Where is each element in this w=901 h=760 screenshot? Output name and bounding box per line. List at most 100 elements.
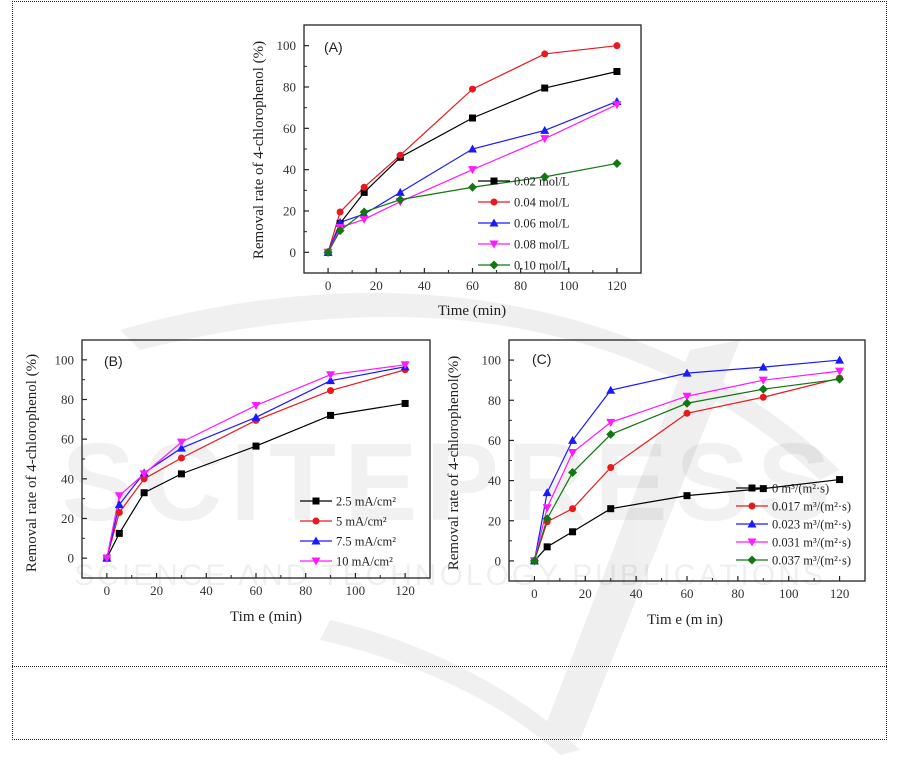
series-markers [323, 42, 622, 257]
legend-item: 0 m³/(m²·s) [736, 482, 829, 496]
y-tick-label: 60 [61, 432, 74, 447]
x-axis-title: Tim e (min) [230, 609, 302, 625]
data-point [176, 443, 186, 452]
legend-item: 0.08 mol/L [478, 238, 570, 252]
data-point [468, 166, 477, 175]
data-point [139, 470, 149, 479]
data-point [335, 226, 345, 236]
x-tick-label: 100 [559, 278, 579, 293]
x-tick-label: 0 [104, 583, 111, 598]
y-tick-label: 40 [488, 473, 501, 488]
x-tick-label: 40 [418, 278, 431, 293]
x-tick-label: 80 [299, 583, 312, 598]
data-point [542, 514, 552, 524]
legend-marker [312, 517, 320, 525]
legend: 0 m³/(m²·s) 0.017 m³/(m²·s) 0.023 m³/(m²·s… [736, 482, 851, 568]
x-tick-label: 20 [370, 278, 383, 293]
data-point [251, 401, 261, 410]
series-line [106, 369, 406, 559]
legend-marker [748, 502, 756, 510]
legend-item: 0.06 mol/L [478, 217, 570, 231]
data-point [140, 475, 148, 483]
x-tick-label: 120 [395, 583, 415, 598]
data-point [682, 368, 692, 377]
legend-label: 0.04 mol/L [514, 196, 570, 210]
watermark-title: SCITEPRESS [62, 421, 839, 544]
chart-b: 0 20 40 60 80 100 120 0 20 40 60 80 100 (B) Tim e (m… [24, 339, 431, 625]
data-point [759, 393, 767, 401]
legend-label: 0.02 mol/L [514, 175, 570, 189]
data-point [836, 476, 844, 484]
data-point [606, 418, 616, 427]
data-point [568, 435, 578, 444]
data-point [542, 488, 552, 497]
legend-marker [489, 260, 499, 270]
data-point [360, 183, 368, 191]
y-tick-label: 40 [61, 471, 74, 486]
data-point [758, 376, 768, 385]
legend-label: 5 mA/cm² [336, 515, 387, 529]
data-point [540, 125, 550, 134]
legend-item: 0.02 mol/L [478, 175, 570, 189]
legend-item: 0.017 m³/(m²·s) [736, 500, 851, 514]
data-point [758, 362, 768, 371]
legend-label: 0.023 m³/(m²·s) [772, 518, 851, 532]
data-point [468, 144, 477, 153]
data-point [326, 371, 336, 380]
y-tick-label: 80 [61, 392, 74, 407]
series-lines [106, 364, 406, 559]
data-point [540, 172, 550, 182]
x-tick-label: 0 [325, 278, 332, 293]
legend-marker [747, 538, 757, 547]
caption-divider [12, 666, 887, 667]
legend-marker [489, 218, 499, 227]
data-point [606, 385, 616, 394]
data-point [114, 492, 124, 501]
series-line [327, 70, 618, 253]
y-tick-label: 60 [488, 433, 501, 448]
x-tick-label: 120 [607, 278, 627, 293]
legend-label: 0.08 mol/L [514, 238, 570, 252]
data-point [327, 411, 335, 419]
y-tick-label: 0 [290, 245, 297, 260]
legend-label: 2.5 mA/cm² [336, 495, 396, 509]
x-tick-label: 60 [681, 586, 694, 601]
panel-label: (C) [532, 351, 551, 367]
data-point [683, 409, 691, 417]
data-point [612, 158, 622, 168]
data-point [543, 543, 551, 551]
panel-label: (B) [104, 353, 123, 369]
legend-item: 7.5 mA/cm² [300, 535, 396, 549]
legend-marker [312, 497, 320, 505]
data-point [606, 429, 616, 439]
data-point [835, 367, 845, 376]
data-point [568, 468, 578, 478]
legend-marker [490, 198, 498, 206]
x-tick-label: 0 [531, 586, 538, 601]
y-axis-title: Removal rate of 4-chlorophenol (%) [24, 354, 40, 572]
data-point [682, 398, 692, 408]
data-point [541, 84, 549, 92]
legend-label: 10 mA/cm² [336, 555, 393, 569]
y-tick-label: 100 [277, 38, 297, 53]
data-point [327, 387, 335, 395]
y-tick-label: 80 [488, 393, 501, 408]
legend-item: 0.037 m³/(m²·s) [736, 554, 851, 568]
x-tick-label: 20 [579, 586, 592, 601]
data-point [177, 454, 185, 462]
series-line [327, 162, 618, 253]
figure-frame [12, 1, 887, 740]
y-tick-label: 0 [495, 553, 502, 568]
legend-label: 0.037 m³/(m²·s) [772, 554, 851, 568]
data-point [758, 384, 768, 394]
data-point [683, 492, 691, 500]
x-tick-label: 20 [150, 583, 163, 598]
data-point [335, 217, 345, 226]
x-tick-label: 60 [466, 278, 479, 293]
legend-marker [748, 484, 756, 492]
y-tick-label: 100 [55, 352, 75, 367]
y-tick-label: 60 [283, 121, 296, 136]
y-tick-label: 0 [68, 551, 75, 566]
data-point [835, 355, 845, 364]
